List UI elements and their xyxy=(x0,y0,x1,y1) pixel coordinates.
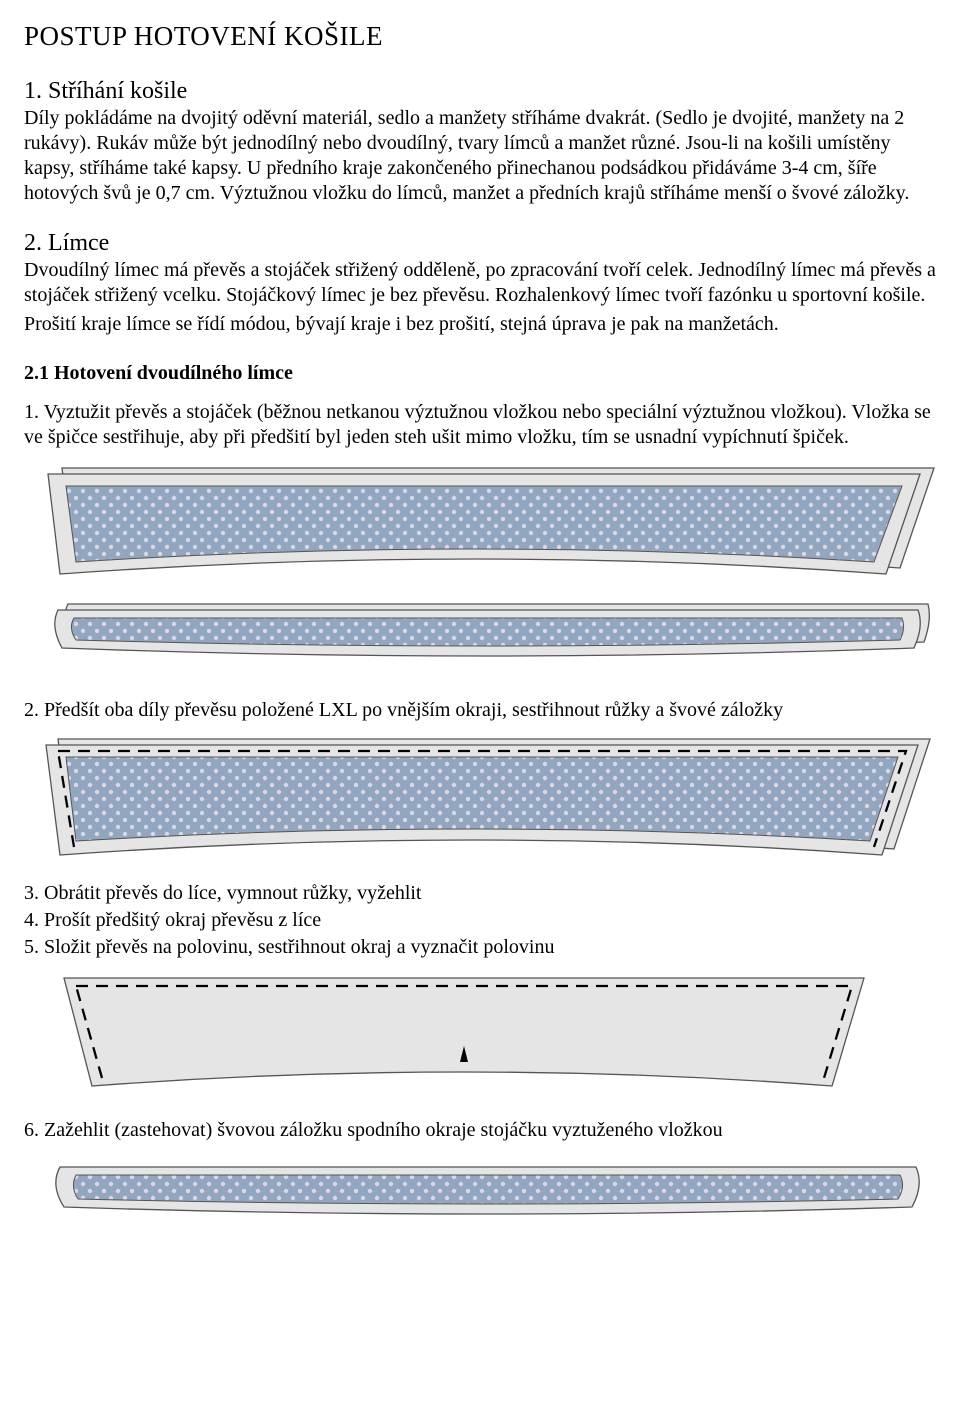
step-2: 2. Předšít oba díly převěsu položené LXL… xyxy=(24,698,936,723)
figure-stand-press xyxy=(24,1153,936,1223)
figure-fold xyxy=(24,970,936,1100)
figure-interfacing xyxy=(24,460,936,680)
step-4: 4. Prošít předšitý okraj převěsu z líce xyxy=(24,908,936,933)
step-5: 5. Složit převěs na polovinu, sestřihnou… xyxy=(24,935,936,960)
section-2-heading: 2. Límce xyxy=(24,228,936,258)
section-1-heading: 1. Stříhání košile xyxy=(24,76,936,106)
page-title: POSTUP HOTOVENÍ KOŠILE xyxy=(24,20,936,54)
subsection-21-heading: 2.1 Hotovení dvoudílného límce xyxy=(24,361,936,386)
step-3: 3. Obrátit převěs do líce, vymnout růžky… xyxy=(24,881,936,906)
section-2-body2: Prošití kraje límce se řídí módou, bývaj… xyxy=(24,312,936,337)
step-6: 6. Zažehlit (zastehovat) švovou záložku … xyxy=(24,1118,936,1143)
section-2-body: Dvoudílný límec má převěs a stojáček stř… xyxy=(24,258,936,308)
step-1: 1. Vyztužit převěs a stojáček (běžnou ne… xyxy=(24,400,936,450)
section-1-body: Díly pokládáme na dvojitý oděvní materiá… xyxy=(24,106,936,206)
figure-prestitch xyxy=(24,733,936,863)
